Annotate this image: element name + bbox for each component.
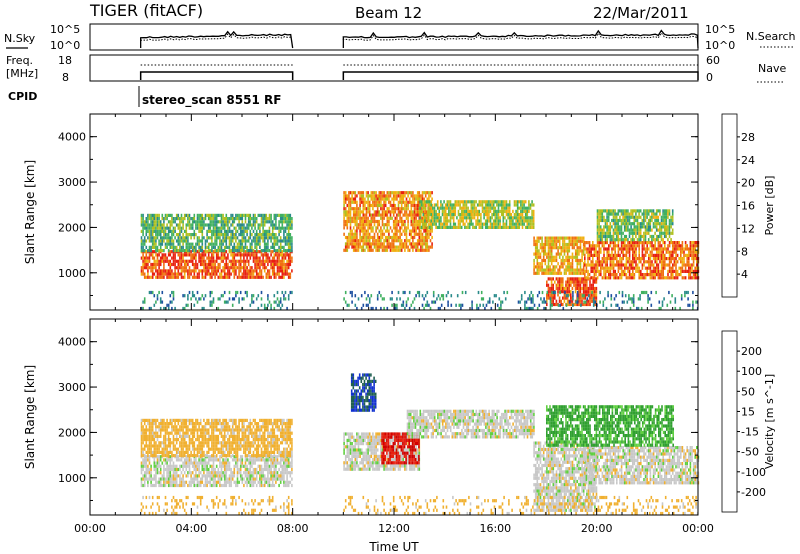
nsky-tick-bottom: 10^0 xyxy=(50,39,80,52)
echo-band-5 xyxy=(406,409,535,439)
y-tick-label: 2000 xyxy=(58,221,86,234)
x-tick-label: 20:00 xyxy=(581,522,613,535)
colorbar-tick-label: 8 xyxy=(741,245,748,258)
echo-cells xyxy=(140,373,700,516)
colorbar: 200 100 50 15 -15 -50 -100 -200 Velocity [m s^-1… xyxy=(721,330,776,513)
y-tick-label: 1000 xyxy=(58,472,86,485)
colorbar-tick-label: 20 xyxy=(741,177,755,190)
nave-label: Nave xyxy=(758,62,786,75)
freq-tick-top: 18 xyxy=(58,54,72,67)
colorbar: 4 8 12 16 20 24 28 Power [dB] xyxy=(721,113,776,298)
colorbar-label: Velocity [m s^-1] xyxy=(763,374,776,469)
freq-label-line2: [MHz] xyxy=(6,67,38,80)
x-tick-label: 04:00 xyxy=(175,522,207,535)
nsky-panel: N.Sky 10^5 10^0 10^5 10^0 N.Search xyxy=(4,23,796,52)
freq-series-0 xyxy=(139,71,294,80)
x-tick-label: 16:00 xyxy=(479,522,511,535)
nave-tick-top: 60 xyxy=(706,54,720,67)
nsky-trace xyxy=(140,29,699,49)
y-tick-label: 1000 xyxy=(58,267,86,280)
ground-scatter xyxy=(140,290,699,311)
echo-band-7 xyxy=(584,446,700,485)
echo-band-0 xyxy=(140,455,293,488)
x-tick-label: 00:00 xyxy=(74,522,106,535)
freq-trace xyxy=(139,64,699,80)
nsearch-series-0 xyxy=(140,33,291,41)
nsearch-tick-bottom: 10^0 xyxy=(705,39,735,52)
y-tick-label: 4000 xyxy=(58,336,86,349)
echo-band-4 xyxy=(533,236,585,275)
colorbar-tick-label: -15 xyxy=(741,426,759,439)
colorbar-tick-label: -100 xyxy=(741,466,766,479)
nsky-series-0 xyxy=(140,30,294,49)
echo-band-7 xyxy=(596,209,674,242)
y-tick-label: 3000 xyxy=(58,381,86,394)
colorbar-tick-label: 200 xyxy=(741,345,762,358)
colorbar-tick-label: 12 xyxy=(741,222,755,235)
cpid-label: CPID xyxy=(8,90,37,103)
colorbar-label: Power [dB] xyxy=(763,176,776,236)
colorbar-tick-label: 100 xyxy=(741,365,762,378)
echo-cells xyxy=(140,191,700,311)
x-axis-label: Time UT xyxy=(368,540,419,554)
beam-title: Beam 12 xyxy=(355,4,422,22)
cpid-value: stereo_scan 8551 RF xyxy=(142,93,281,108)
radar-title: TIGER (fitACF) xyxy=(89,1,203,20)
colorbar-tick-label: 24 xyxy=(741,154,755,167)
freq-series-1 xyxy=(342,71,699,80)
nsky-label: N.Sky xyxy=(4,32,36,45)
echo-band-3 xyxy=(350,373,377,412)
nsearch-label: N.Search xyxy=(746,30,796,43)
y-axis-label: Slant Range [km] xyxy=(23,365,37,469)
x-tick-label: 12:00 xyxy=(378,522,410,535)
x-tick-label: 00:00 xyxy=(682,522,714,535)
y-axis-label: Slant Range [km] xyxy=(23,160,37,264)
colorbar-tick-label: 15 xyxy=(741,405,755,418)
freq-label-line1: Freq. xyxy=(6,54,33,67)
freq-panel: Freq. [MHz] 18 8 60 0 Nave xyxy=(6,54,786,84)
date-title: 22/Mar/2011 xyxy=(593,4,689,22)
colorbar-tick-label: -50 xyxy=(741,446,759,459)
echo-band-8 xyxy=(546,405,674,447)
echo-band-1 xyxy=(140,418,293,458)
nave-tick-bottom: 0 xyxy=(706,71,713,84)
x-tick-label: 08:00 xyxy=(277,522,309,535)
y-tick-label: 2000 xyxy=(58,426,86,439)
nsky-tick-top: 10^5 xyxy=(50,23,80,36)
colorbar-tick-label: 50 xyxy=(741,385,755,398)
velocity-panel: 1000 2000 3000 4000 00:00 04:00 08:00 12:00 16:0… xyxy=(23,318,776,535)
y-tick-label: 4000 xyxy=(58,131,86,144)
echo-band-1 xyxy=(140,213,293,253)
colorbar-tick-label: 4 xyxy=(741,268,748,281)
echo-band-6 xyxy=(584,241,700,280)
nsky-series-1 xyxy=(342,29,699,49)
y-tick-label: 3000 xyxy=(58,176,86,189)
echo-band-0 xyxy=(140,250,293,279)
power-panel: 1000 2000 3000 4000 Slant Range [km] 4 8 12 16 20… xyxy=(23,113,776,311)
nsearch-tick-top: 10^5 xyxy=(705,23,735,36)
colorbar-tick-label: 28 xyxy=(741,131,755,144)
nsearch-series-1 xyxy=(342,32,698,41)
colorbar-tick-label: 16 xyxy=(741,200,755,213)
echo-band-3 xyxy=(419,200,535,229)
colorbar-tick-label: -200 xyxy=(741,486,766,499)
ground-scatter xyxy=(140,495,699,516)
freq-tick-bottom: 8 xyxy=(62,71,69,84)
